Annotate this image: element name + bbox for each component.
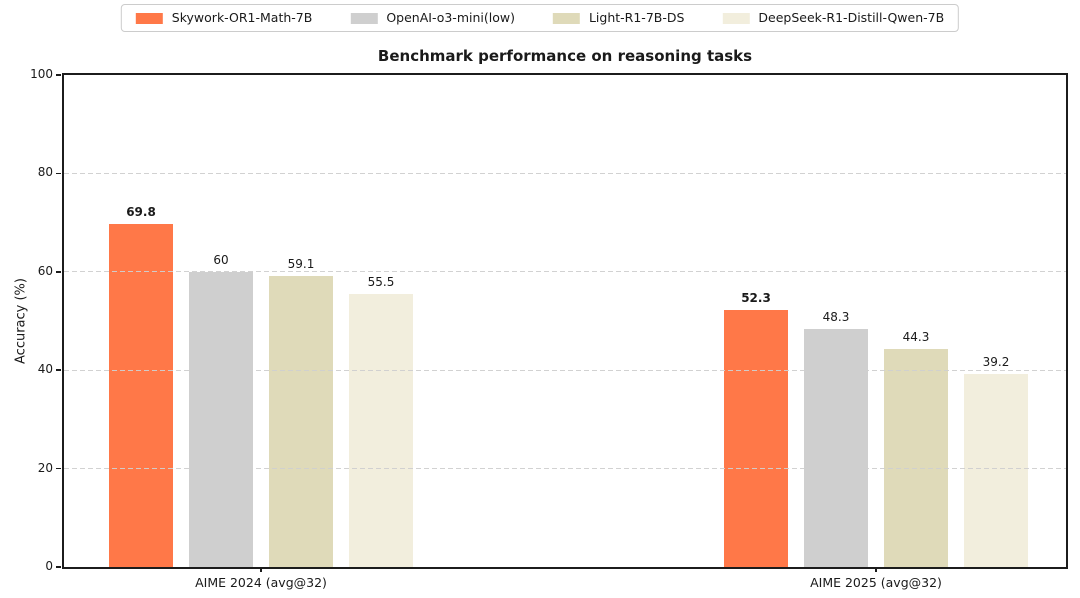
- y-tick-label: 40: [37, 362, 53, 377]
- gridline: [64, 271, 1066, 273]
- y-tick-label: 80: [37, 165, 53, 180]
- bar-value-label: 52.3: [741, 290, 771, 305]
- gridline: [64, 468, 1066, 470]
- bar: [724, 309, 788, 567]
- y-tick-label: 20: [37, 460, 53, 475]
- bar: [189, 271, 253, 567]
- y-tick-label: 0: [45, 559, 53, 573]
- bar: [109, 223, 173, 567]
- legend-label: Skywork-OR1-Math-7B: [171, 10, 313, 25]
- gridline: [64, 172, 1066, 174]
- legend-label: Light-R1-7B-DS: [588, 10, 685, 25]
- legend: Skywork-OR1-Math-7B OpenAI-o3-mini(low) Li…: [120, 4, 960, 32]
- bar: [804, 329, 868, 567]
- y-tick-label: 100: [30, 67, 53, 81]
- x-tick-mark: [260, 567, 262, 572]
- bar-value-label: 69.8: [126, 204, 156, 219]
- bar-value-label: 39.2: [982, 355, 1010, 370]
- y-tick-mark: [56, 467, 61, 470]
- y-tick-label: 60: [37, 263, 53, 278]
- bar-value-label: 60: [213, 252, 229, 267]
- y-axis-label: Accuracy (%): [13, 278, 29, 364]
- legend-label: OpenAI-o3-mini(low): [386, 10, 515, 25]
- bar-value-label: 55.5: [367, 274, 395, 289]
- x-tick-mark: [875, 567, 877, 572]
- legend-item: Skywork-OR1-Math-7B: [135, 10, 313, 25]
- bar-value-label: 59.1: [287, 257, 315, 272]
- gridline: [64, 369, 1066, 371]
- y-tick-mark: [56, 172, 61, 175]
- bar-value-label: 48.3: [822, 310, 850, 325]
- y-tick-mark: [56, 369, 61, 371]
- legend-item: Light-R1-7B-DS: [552, 10, 685, 25]
- bar: [349, 293, 413, 567]
- legend-swatch-icon: [350, 12, 378, 24]
- legend-swatch-icon: [552, 12, 580, 24]
- legend-swatch-icon: [722, 12, 750, 24]
- legend-item: DeepSeek-R1-Distill-Qwen-7B: [722, 11, 944, 25]
- bar: [884, 349, 948, 567]
- legend-item: OpenAI-o3-mini(low): [350, 11, 515, 25]
- y-tick-mark: [56, 566, 61, 568]
- bar: [964, 374, 1028, 567]
- y-tick-mark: [56, 271, 61, 273]
- legend-label: DeepSeek-R1-Distill-Qwen-7B: [758, 10, 945, 25]
- legend-swatch-icon: [135, 12, 163, 24]
- x-tick-label: AIME 2025 (avg@32): [810, 575, 942, 590]
- bar: [269, 276, 333, 567]
- y-tick-mark: [56, 74, 61, 76]
- x-tick-label: AIME 2024 (avg@32): [195, 575, 327, 590]
- chart-title: Benchmark performance on reasoning tasks: [377, 47, 753, 65]
- bar-value-label: 44.3: [902, 330, 930, 345]
